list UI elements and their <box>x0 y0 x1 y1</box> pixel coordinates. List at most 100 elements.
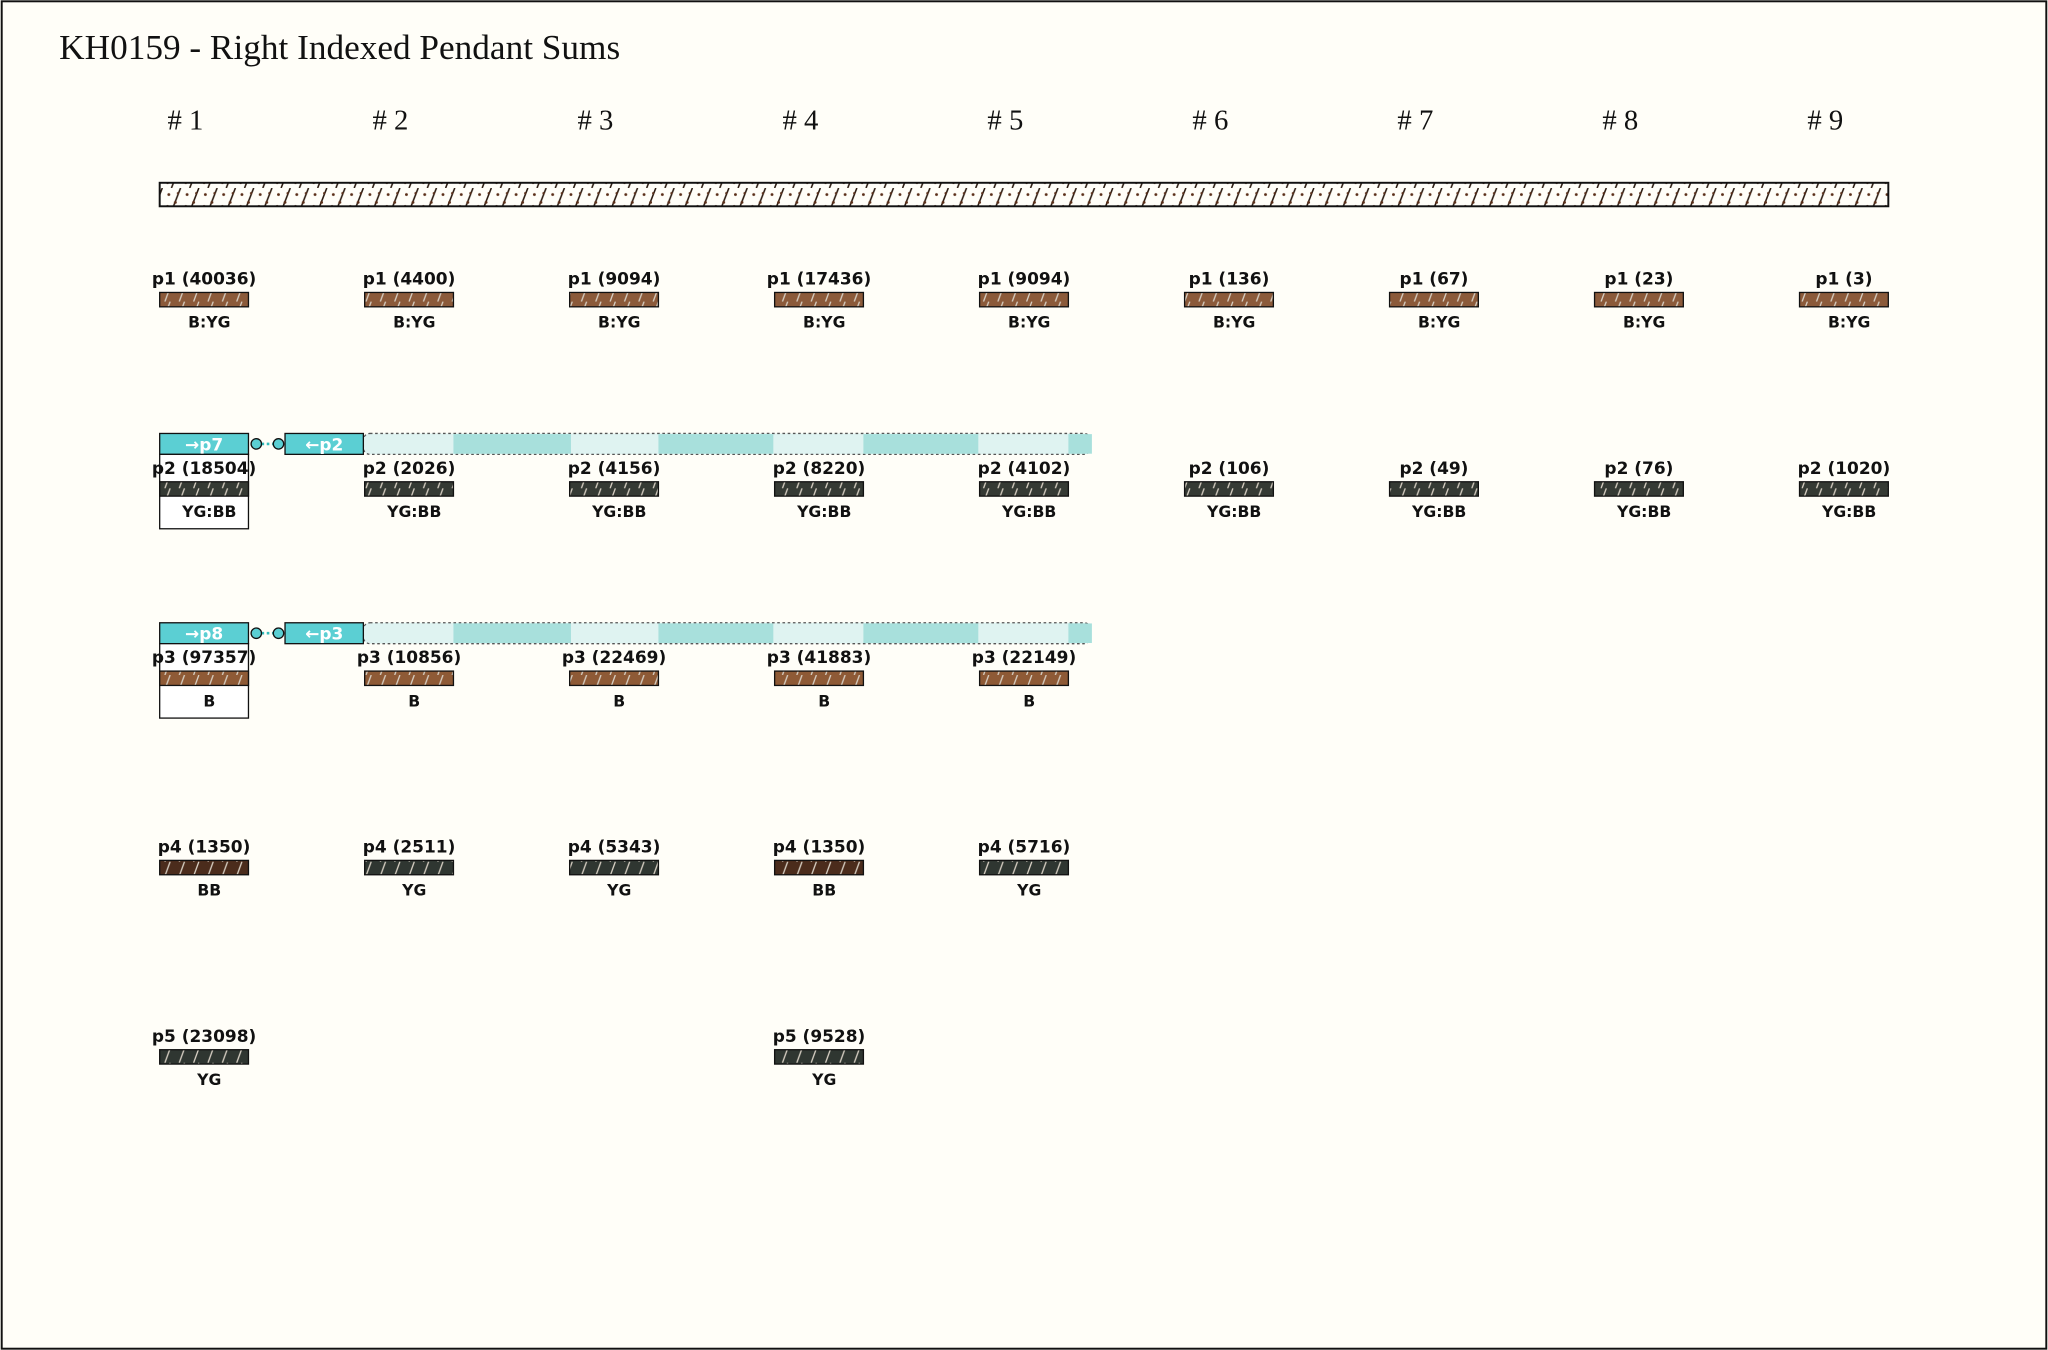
link-in-label: ←p2 <box>305 435 343 455</box>
pendant-color: YG <box>196 1070 221 1089</box>
pendant-cord <box>568 291 660 308</box>
pendant-label: p1 (3) <box>1815 270 1872 290</box>
pendant-color: B:YG <box>803 313 845 332</box>
pendant-color: B:YG <box>1008 313 1050 332</box>
pendant-cord <box>773 1049 865 1065</box>
pendant-label: p2 (106) <box>1189 459 1270 479</box>
pendant-cord <box>978 859 1070 876</box>
link-out-label: →p8 <box>185 625 223 645</box>
pendant-label: p2 (4156) <box>568 459 661 479</box>
pendant-label: p5 (23098) <box>152 1027 256 1047</box>
link-dot <box>250 627 263 640</box>
pendant-cord <box>773 859 865 876</box>
pendant-label: p3 (41883) <box>767 648 871 668</box>
pendant-cord <box>1798 291 1889 308</box>
pendant-label: p4 (2511) <box>363 838 456 858</box>
pendant-color: YG:BB <box>1821 502 1876 521</box>
pendant-color: YG:BB <box>386 502 441 521</box>
link-in <box>284 432 365 456</box>
group-header: # 8 <box>1602 104 1638 136</box>
pendant-cord <box>568 859 660 876</box>
pendant-cord <box>568 481 660 497</box>
pendant-cord <box>364 291 455 308</box>
pendant-color: B <box>408 691 420 710</box>
pendant-label: p1 (40036) <box>152 270 256 290</box>
pendant-color: B <box>818 691 830 710</box>
group-header: # 9 <box>1807 104 1843 136</box>
pendant-cord <box>1388 481 1480 497</box>
link-band <box>1068 623 1092 644</box>
pendant-label: p4 (5343) <box>568 838 661 858</box>
pendant-label: p2 (4102) <box>978 459 1071 479</box>
link-band <box>863 434 979 454</box>
pendant-label: p1 (9094) <box>978 270 1071 290</box>
pendant-label: p1 (23) <box>1604 270 1673 290</box>
group-header: # 5 <box>987 104 1023 136</box>
pendant-cord <box>1183 291 1275 308</box>
main-cord <box>158 181 1890 208</box>
pendant-cord <box>978 291 1070 308</box>
pendant-cord <box>159 1049 250 1065</box>
link-dot <box>272 627 285 640</box>
group-header: # 2 <box>373 104 409 136</box>
link-out-label: →p7 <box>185 435 223 455</box>
group-header: # 6 <box>1192 104 1228 136</box>
link-band <box>1068 434 1092 454</box>
pendant-label: p1 (136) <box>1189 270 1270 290</box>
group-header: # 3 <box>577 104 613 136</box>
pendant-cord <box>978 670 1070 687</box>
pendant-label: p1 (9094) <box>568 270 661 290</box>
pendant-color: BB <box>197 881 221 900</box>
pendant-color: YG:BB <box>1616 502 1671 521</box>
pendant-cord <box>364 481 455 497</box>
pendant-color: YG <box>1016 881 1041 900</box>
pendant-label: p2 (49) <box>1399 459 1468 479</box>
group-header: # 7 <box>1397 104 1433 136</box>
pendant-label: p4 (1350) <box>158 838 251 858</box>
pendant-color: YG:BB <box>181 502 236 521</box>
pendant-cord <box>1798 481 1889 497</box>
pendant-color: B <box>613 691 625 710</box>
pendant-color: B:YG <box>1828 313 1870 332</box>
pendant-cord <box>978 481 1070 497</box>
pendant-label: p2 (1020) <box>1798 459 1891 479</box>
pendant-label: p2 (18504) <box>152 459 256 479</box>
link-dot <box>272 438 285 450</box>
pendant-cord <box>364 859 455 876</box>
pendant-cord <box>773 481 865 497</box>
title: KH0159 - Right Indexed Pendant Sums <box>59 28 620 67</box>
link-band <box>658 623 774 644</box>
link-band <box>453 434 571 454</box>
pendant-color: BB <box>812 881 836 900</box>
pendant-color: B <box>1023 691 1035 710</box>
link-band <box>863 623 979 644</box>
pendant-color: B:YG <box>393 313 435 332</box>
pendant-label: p1 (17436) <box>767 270 871 290</box>
pendant-color: YG:BB <box>796 502 851 521</box>
pendant-cord <box>1593 481 1684 497</box>
pendant-color: B:YG <box>188 313 230 332</box>
pendant-color: B <box>203 691 215 710</box>
pendant-color: B:YG <box>598 313 640 332</box>
pendant-label: p2 (2026) <box>363 459 456 479</box>
pendant-label: p2 (8220) <box>773 459 866 479</box>
pendant-color: YG:BB <box>591 502 646 521</box>
pendant-label: p1 (4400) <box>363 270 456 290</box>
pendant-label: p3 (22469) <box>562 648 666 668</box>
pendant-cord <box>773 291 865 308</box>
pendant-color: YG:BB <box>1206 502 1261 521</box>
pendant-label: p5 (9528) <box>773 1027 866 1047</box>
pendant-label: p4 (1350) <box>773 838 866 858</box>
pendant-label: p4 (5716) <box>978 838 1071 858</box>
pendant-cord <box>1183 481 1275 497</box>
pendant-label: p1 (67) <box>1399 270 1468 290</box>
pendant-color: YG:BB <box>1001 502 1056 521</box>
pendant-cord <box>159 291 250 308</box>
link-in-label: ←p3 <box>305 625 343 645</box>
groups: # 1 p1 (40036) B:YG →p7 ←p2 p2 (18504) YG:BB →p… <box>152 104 1890 1089</box>
link-dot <box>250 438 263 450</box>
pendant-color: YG <box>811 1070 836 1089</box>
pendant-cord <box>1593 291 1684 308</box>
pendant-cord <box>773 670 865 687</box>
pendant-label: p3 (10856) <box>357 648 461 668</box>
